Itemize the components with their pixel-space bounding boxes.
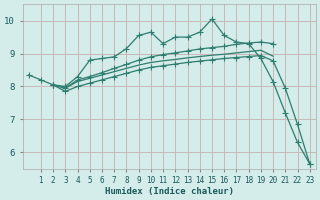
X-axis label: Humidex (Indice chaleur): Humidex (Indice chaleur) [105,187,234,196]
